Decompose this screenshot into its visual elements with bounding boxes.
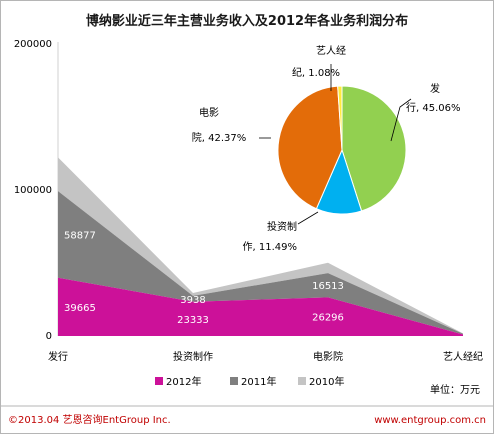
data-label: 23333 — [177, 315, 209, 326]
pie-label-line2: 行, 45.06% — [406, 101, 461, 114]
footer-website: www.entgroup.com.cn — [374, 415, 486, 426]
leader-line — [390, 98, 412, 142]
x-tick-label: 艺人经纪 — [443, 350, 483, 363]
pie-label-line2: 院, 42.37% — [192, 131, 247, 144]
footer-copyright: ©2013.04 艺恩咨询EntGroup Inc. — [8, 413, 171, 426]
area-series-2011年 — [58, 191, 463, 335]
pie-label-line1: 投资制 — [267, 220, 297, 233]
data-label: 58877 — [64, 230, 96, 241]
legend-swatch-2010 — [298, 377, 306, 385]
leader-line — [297, 211, 319, 225]
pie-chart — [277, 85, 407, 215]
pie-label-line2: 作, 11.49% — [243, 241, 298, 253]
pie-label-line1: 电影 — [199, 106, 219, 119]
data-label: 16513 — [312, 281, 344, 292]
legend-label-2010: 2010年 — [309, 375, 344, 388]
y-tick-label: 100000 — [14, 185, 52, 196]
data-label-group: 39665 23333 26296 58877 3938 16513 — [64, 230, 344, 325]
x-tick-label: 发行 — [48, 350, 68, 363]
legend-label-2011: 2011年 — [241, 375, 276, 388]
area-series-2012年 — [58, 277, 463, 336]
legend-swatch-2012 — [155, 377, 163, 385]
data-label: 26296 — [312, 313, 344, 324]
area-series-group — [58, 157, 463, 336]
pie-label-line1: 艺人经 — [316, 44, 346, 57]
pie-slice-电影院 — [277, 85, 343, 210]
pie-slice-发行 — [341, 85, 407, 212]
chart-title: 博纳影业近三年主营业务收入及2012年各业务利润分布 — [86, 13, 408, 29]
y-tick-label: 200000 — [14, 39, 52, 50]
x-tick-label: 投资制作 — [173, 350, 213, 363]
y-tick-label: 0 — [46, 331, 52, 342]
area-series-2010年 — [58, 157, 463, 334]
pie-slice-艺人经纪 — [337, 85, 343, 151]
unit-label: 单位：万元 — [430, 383, 480, 396]
pie-label-line1: 发 — [430, 82, 440, 95]
data-label: 39665 — [64, 303, 96, 314]
pie-label-line2: 纪, 1.08% — [292, 67, 340, 79]
x-tick-label: 电影院 — [313, 350, 343, 363]
data-label: 3938 — [180, 295, 205, 306]
legend-swatch-2011 — [230, 377, 238, 385]
legend-label-2012: 2012年 — [166, 375, 201, 388]
